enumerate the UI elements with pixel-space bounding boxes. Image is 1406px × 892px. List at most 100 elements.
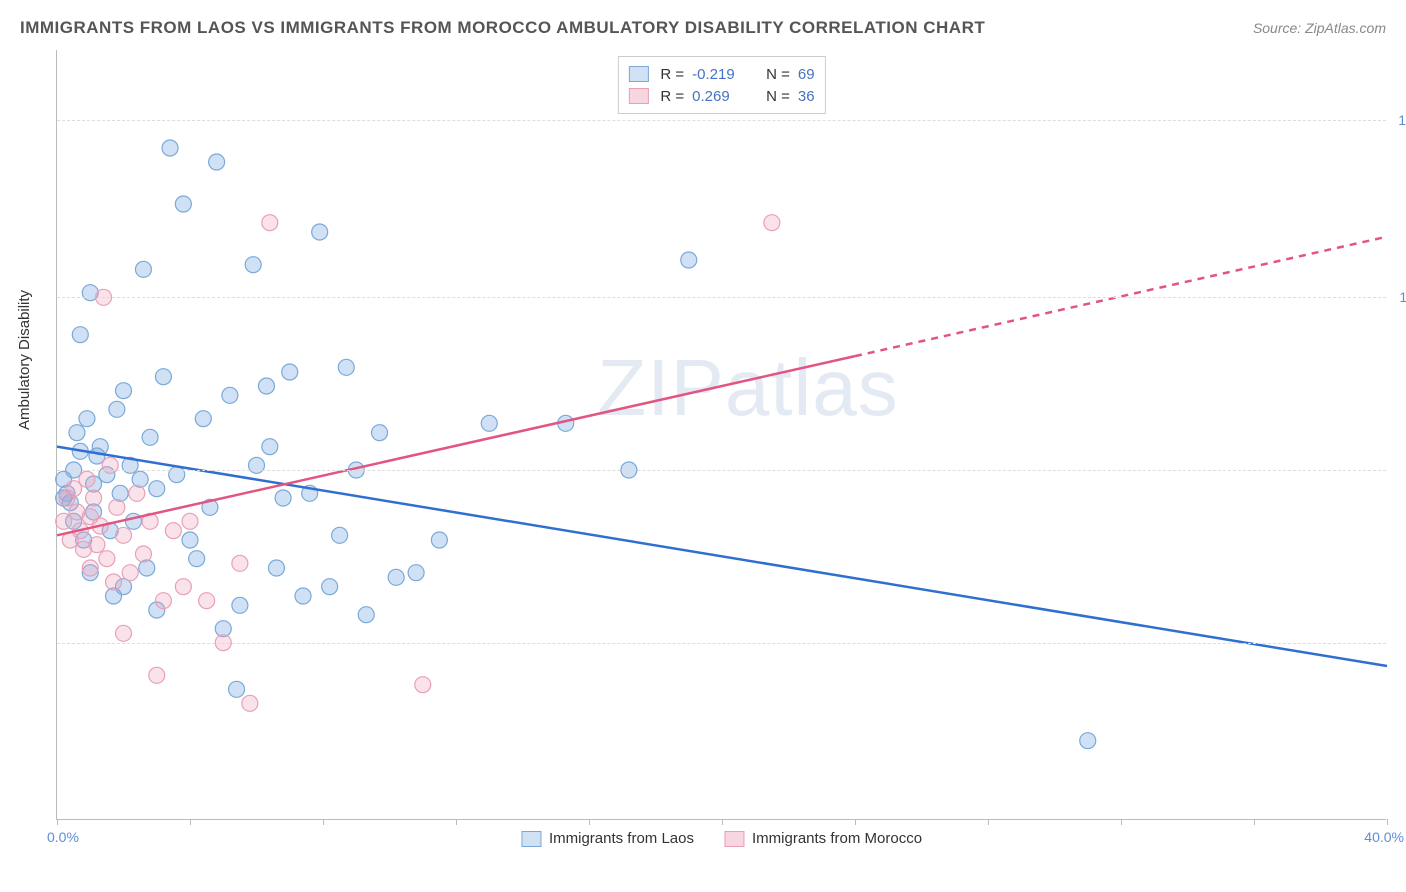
data-point [295, 588, 311, 604]
data-point [132, 471, 148, 487]
chart-title: IMMIGRANTS FROM LAOS VS IMMIGRANTS FROM … [20, 18, 985, 38]
data-point [72, 327, 88, 343]
data-point [86, 490, 102, 506]
data-point [209, 154, 225, 170]
data-point [135, 546, 151, 562]
data-point [79, 471, 95, 487]
legend-label-laos: Immigrants from Laos [549, 830, 694, 847]
data-point [388, 569, 404, 585]
data-point [142, 429, 158, 445]
x-tick [456, 819, 457, 825]
data-point [116, 383, 132, 399]
r-label: R = [660, 88, 684, 105]
gridline [57, 297, 1386, 298]
data-point [122, 565, 138, 581]
data-point [229, 681, 245, 697]
data-point [681, 252, 697, 268]
data-point [149, 667, 165, 683]
trend-line [57, 356, 855, 535]
legend-row-laos: R = -0.219 N = 69 [628, 63, 814, 85]
data-point [82, 560, 98, 576]
data-point [116, 625, 132, 641]
data-point [431, 532, 447, 548]
n-value-morocco: 36 [798, 88, 815, 105]
data-point [481, 415, 497, 431]
scatter-svg [57, 50, 1386, 819]
gridline [57, 470, 1386, 471]
data-point [199, 593, 215, 609]
gridline [57, 643, 1386, 644]
data-point [262, 215, 278, 231]
data-point [275, 490, 291, 506]
data-point [242, 695, 258, 711]
data-point [99, 551, 115, 567]
legend-item-morocco: Immigrants from Morocco [724, 830, 922, 847]
y-tick-label: 15.0% [1398, 112, 1406, 128]
x-max-label: 40.0% [1364, 829, 1404, 845]
data-point [764, 215, 780, 231]
x-tick [1254, 819, 1255, 825]
correlation-legend: R = -0.219 N = 69 R = 0.269 N = 36 [617, 56, 825, 114]
swatch-laos-icon [521, 831, 541, 847]
x-tick [1387, 819, 1388, 825]
legend-item-laos: Immigrants from Laos [521, 830, 694, 847]
y-tick-label: 11.2% [1399, 289, 1406, 305]
data-point [262, 439, 278, 455]
data-point [245, 257, 261, 273]
source-label: Source: ZipAtlas.com [1253, 20, 1386, 36]
data-point [268, 560, 284, 576]
data-point [338, 359, 354, 375]
x-tick [57, 819, 58, 825]
data-point [182, 513, 198, 529]
chart-plot-area: ZIPatlas R = -0.219 N = 69 R = 0.269 N =… [56, 50, 1386, 820]
x-tick [589, 819, 590, 825]
data-point [222, 387, 238, 403]
n-value-laos: 69 [798, 66, 815, 83]
series-legend: Immigrants from Laos Immigrants from Mor… [521, 830, 922, 847]
data-point [135, 261, 151, 277]
legend-label-morocco: Immigrants from Morocco [752, 830, 922, 847]
data-point [155, 593, 171, 609]
data-point [112, 485, 128, 501]
data-point [129, 485, 145, 501]
data-point [175, 579, 191, 595]
data-point [189, 551, 205, 567]
data-point [162, 140, 178, 156]
data-point [312, 224, 328, 240]
x-tick [1121, 819, 1122, 825]
data-point [332, 527, 348, 543]
x-tick [323, 819, 324, 825]
data-point [195, 411, 211, 427]
data-point [155, 369, 171, 385]
r-value-laos: -0.219 [692, 66, 748, 83]
r-label: R = [660, 66, 684, 83]
legend-row-morocco: R = 0.269 N = 36 [628, 85, 814, 107]
x-min-label: 0.0% [47, 829, 79, 845]
data-point [282, 364, 298, 380]
x-tick [855, 819, 856, 825]
n-label: N = [766, 88, 790, 105]
y-axis-label: Ambulatory Disability [16, 290, 33, 430]
data-point [1080, 733, 1096, 749]
data-point [232, 555, 248, 571]
r-value-morocco: 0.269 [692, 88, 748, 105]
data-point [116, 527, 132, 543]
data-point [415, 677, 431, 693]
data-point [165, 523, 181, 539]
swatch-laos [628, 66, 648, 82]
data-point [372, 425, 388, 441]
swatch-morocco-icon [724, 831, 744, 847]
data-point [408, 565, 424, 581]
data-point [149, 481, 165, 497]
x-tick [988, 819, 989, 825]
x-tick [722, 819, 723, 825]
n-label: N = [766, 66, 790, 83]
data-point [258, 378, 274, 394]
trend-line [57, 447, 1387, 666]
data-point [109, 499, 125, 515]
data-point [109, 401, 125, 417]
data-point [89, 537, 105, 553]
x-tick [190, 819, 191, 825]
data-point [139, 560, 155, 576]
data-point [232, 597, 248, 613]
